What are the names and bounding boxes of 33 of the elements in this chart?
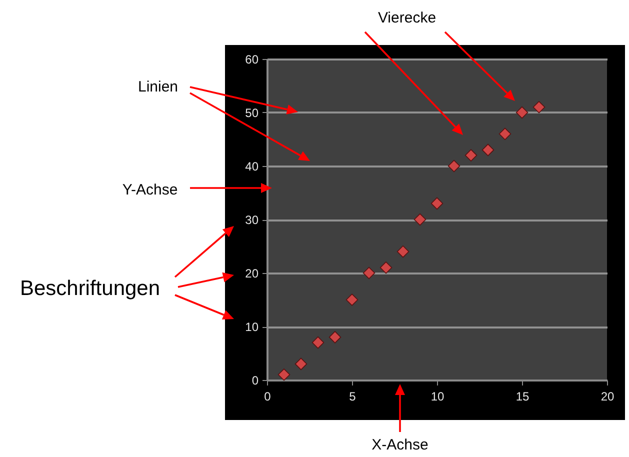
- text: Linien: [138, 78, 178, 96]
- x-tick-label: 20: [600, 390, 614, 404]
- point: [430, 197, 444, 210]
- text: Y-Achse: [122, 182, 178, 198]
- text: Beschriftungen: [20, 277, 160, 301]
- point: [498, 128, 512, 140]
- text: X-Achse: [372, 436, 428, 454]
- y-tick-label: 40: [245, 160, 259, 174]
- text: Vierecke: [378, 10, 436, 26]
- point: [312, 336, 324, 349]
- y-tick-label: 0: [252, 374, 259, 388]
- point: [516, 106, 528, 119]
- y-tick-label: 30: [245, 213, 259, 227]
- y-tick-label: 50: [245, 106, 259, 120]
- point: [464, 149, 478, 162]
- point: [346, 294, 358, 306]
- point: [294, 358, 308, 370]
- x-tick-label: 0: [264, 390, 272, 404]
- point: [380, 262, 392, 274]
- y-tick-label: 20: [245, 266, 259, 280]
- point: [482, 144, 494, 156]
- y-tick-label: 60: [245, 52, 259, 66]
- x-tick-label: 10: [430, 390, 444, 404]
- point: [532, 101, 546, 114]
- x-tick-label: 15: [516, 390, 530, 404]
- point: [414, 213, 426, 226]
- point: [278, 368, 290, 381]
- point: [362, 266, 376, 280]
- y-tick-label: 10: [245, 320, 259, 334]
- x-tick-label: 5: [349, 390, 356, 404]
- point: [396, 246, 410, 258]
- point: [328, 331, 342, 344]
- point: [448, 160, 460, 172]
